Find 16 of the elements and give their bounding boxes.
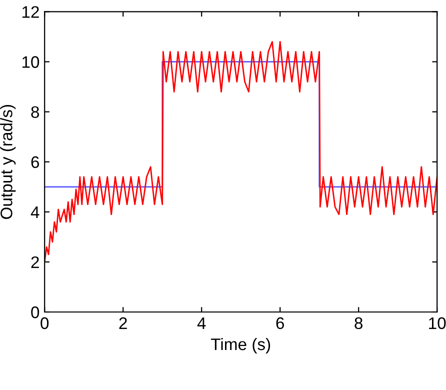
y-tick-label: 12 [22,6,39,18]
y-tick-label: 0 [31,306,40,318]
line-series [44,41,438,263]
x-tick-label: 10 [429,317,446,330]
x-axis-title: Time (s) [210,338,270,354]
x-tick-label: 0 [40,317,49,330]
x-tick-label: 4 [197,317,206,329]
y-tick-label: 4 [30,206,40,218]
x-tick-label: 2 [119,317,127,329]
y-axis-title: Output y (rad/s) [0,104,16,219]
y-tick-label: 2 [31,256,39,268]
y-tick-label: 8 [31,106,40,118]
y-tick-label: 10 [22,56,40,68]
x-tick-label: 8 [354,317,362,330]
y-tick-label: 6 [31,156,40,168]
x-tick-label: 6 [276,317,284,330]
